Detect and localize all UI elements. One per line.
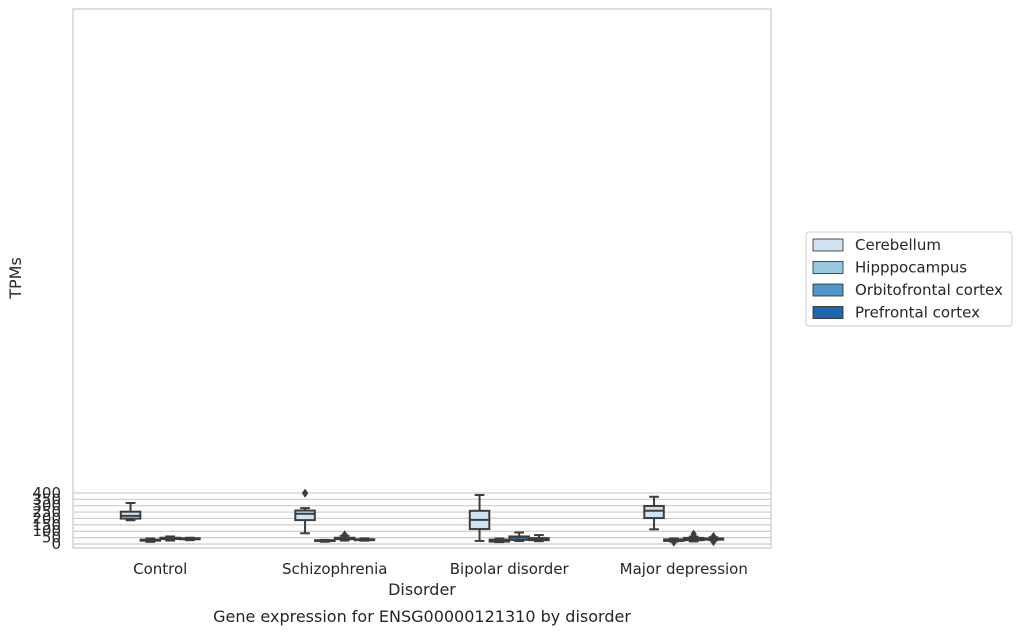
legend-label: Orbitofrontal cortex bbox=[855, 281, 1003, 299]
box bbox=[468, 493, 491, 542]
box bbox=[139, 537, 162, 543]
y-tick-label: 50 bbox=[42, 529, 61, 547]
box bbox=[119, 502, 142, 522]
series-orbitofrontal-cortex bbox=[159, 529, 705, 543]
box bbox=[314, 538, 336, 543]
legend-swatch bbox=[812, 306, 844, 319]
y-tick-label: 350 bbox=[32, 490, 61, 508]
y-tick-label: 100 bbox=[32, 522, 61, 540]
y-tick-label: 300 bbox=[32, 497, 61, 515]
box bbox=[508, 531, 530, 543]
gridlines bbox=[73, 492, 771, 545]
box bbox=[702, 531, 725, 547]
legend-swatch bbox=[812, 261, 844, 274]
legend-item: Cerebellum bbox=[812, 236, 941, 254]
y-tick-label: 400 bbox=[32, 484, 61, 502]
legend-label: Prefrontal cortex bbox=[855, 304, 980, 322]
y-tick-label: 200 bbox=[32, 509, 61, 527]
box bbox=[488, 537, 511, 544]
outlier-point bbox=[341, 530, 348, 540]
outlier-point bbox=[690, 529, 697, 539]
y-tick-label: 150 bbox=[32, 516, 61, 534]
legend-item: Prefrontal cortex bbox=[812, 304, 980, 322]
box bbox=[353, 537, 376, 542]
legend: Cerebellum Hipppocampus Orbitofrontal cort… bbox=[805, 231, 1013, 327]
box-series bbox=[119, 488, 725, 547]
box bbox=[663, 537, 685, 547]
x-tick-label: Schizophrenia bbox=[282, 560, 387, 578]
outlier-point bbox=[710, 536, 717, 547]
legend-swatch bbox=[812, 238, 844, 252]
x-tick-label: Control bbox=[133, 560, 187, 578]
legend-item: Orbitofrontal cortex bbox=[812, 281, 1003, 299]
outlier-point bbox=[710, 531, 717, 542]
legend-item: Hipppocampus bbox=[812, 259, 967, 277]
box-body bbox=[643, 504, 665, 520]
y-tick-label: 250 bbox=[32, 503, 61, 521]
box bbox=[643, 495, 665, 531]
box bbox=[179, 536, 201, 542]
series-prefrontal-cortex bbox=[179, 531, 725, 547]
plot-area-frame bbox=[72, 8, 772, 549]
x-axis-label: Disorder bbox=[388, 580, 456, 599]
y-axis-label: TPMs bbox=[6, 257, 25, 300]
box bbox=[528, 534, 550, 543]
outlier-point bbox=[301, 488, 309, 498]
x-tick-label: Major depression bbox=[620, 560, 748, 578]
box bbox=[159, 535, 181, 542]
legend-swatch bbox=[812, 283, 844, 297]
x-axis-ticks: Control Schizophrenia Bipolar disorder Majo… bbox=[133, 560, 748, 578]
box-body bbox=[294, 509, 316, 522]
legend-label: Hipppocampus bbox=[855, 259, 967, 277]
series-cerebellum bbox=[119, 488, 665, 542]
legend-label: Cerebellum bbox=[855, 236, 941, 254]
y-tick-label: 0 bbox=[51, 535, 61, 553]
legend-frame bbox=[805, 231, 1013, 327]
outlier-point bbox=[670, 537, 678, 547]
legend-items: Cerebellum Hipppocampus Orbitofrontal cort… bbox=[812, 236, 1003, 322]
box bbox=[682, 529, 705, 543]
x-tick-label: Bipolar disorder bbox=[450, 560, 570, 578]
box bbox=[294, 488, 316, 535]
chart-caption: Gene expression for ENSG00000121310 by d… bbox=[213, 607, 631, 626]
series-hipppocampus bbox=[139, 537, 685, 547]
